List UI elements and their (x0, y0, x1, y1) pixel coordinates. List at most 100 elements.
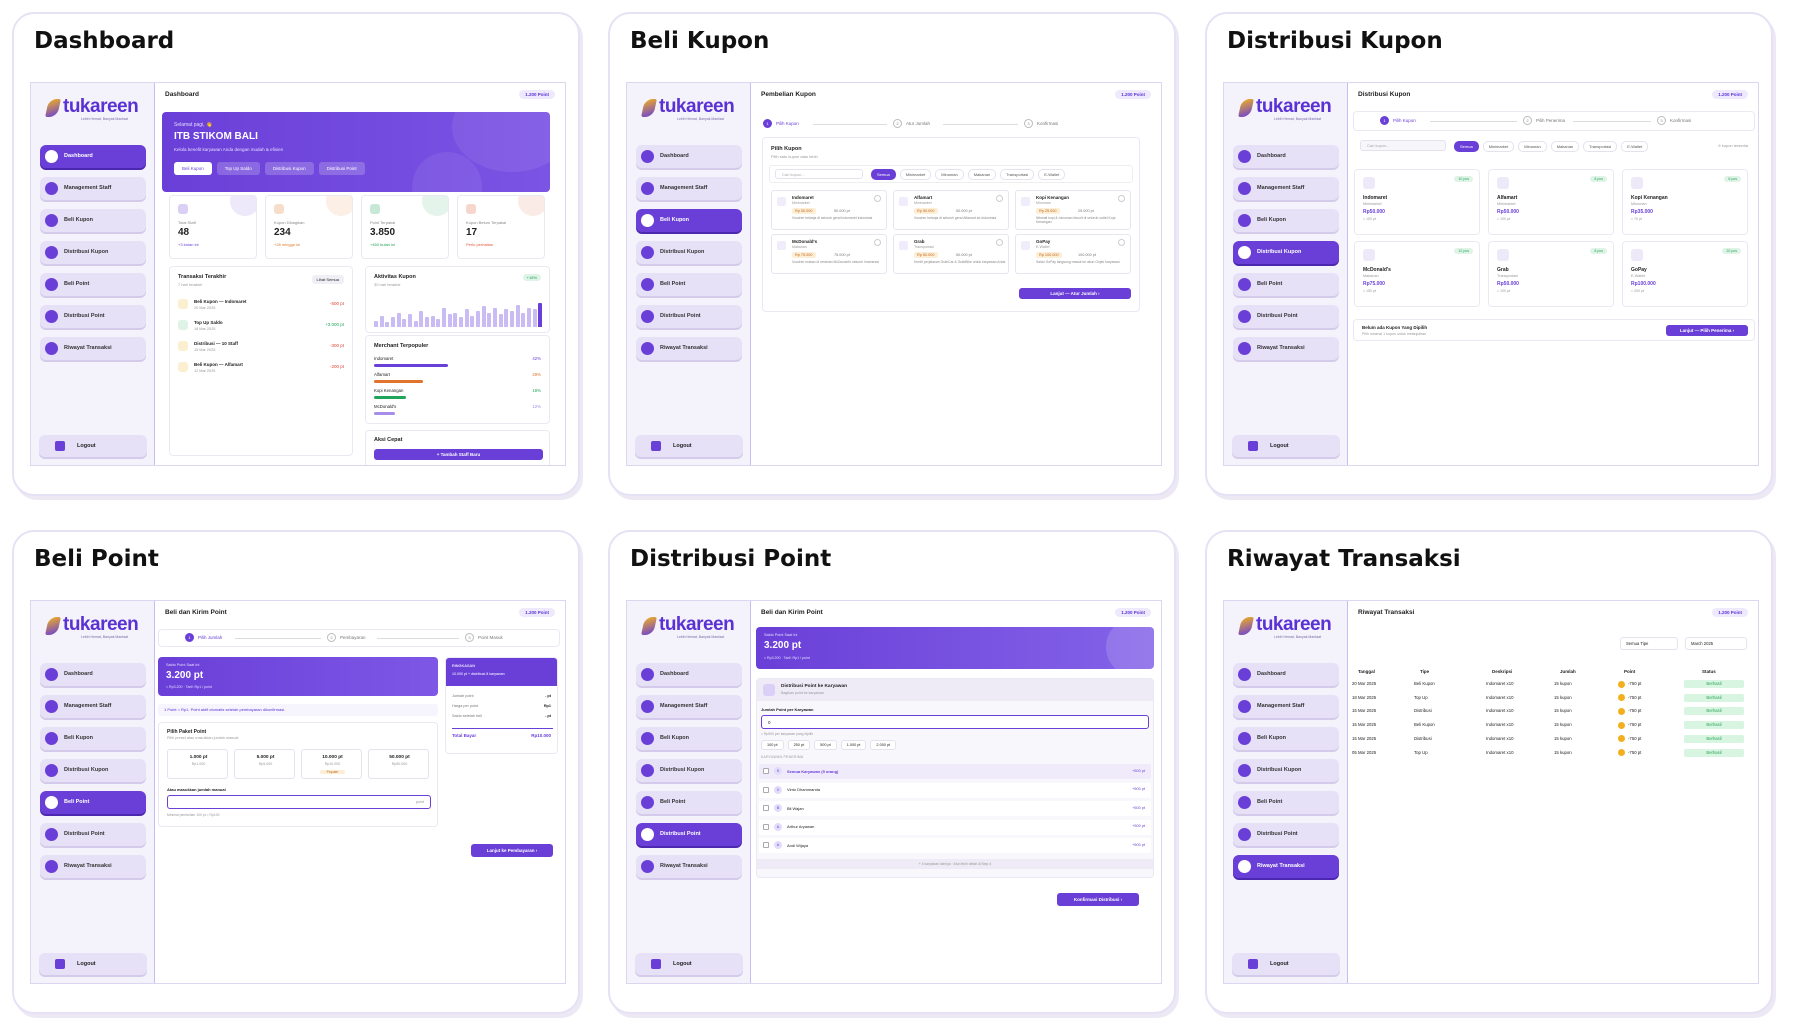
menu-item[interactable]: Distribusi Point (636, 305, 742, 328)
logout-button[interactable]: Logout (1232, 435, 1340, 457)
filter-chip[interactable]: E-Wallet (1621, 141, 1649, 152)
coupon-item[interactable]: 12 pcs McDonald's Makanan Rp75.000 ≈ 150 pt (1354, 241, 1480, 307)
menu-item[interactable]: Distribusi Kupon (1233, 759, 1339, 782)
menu-item[interactable]: Beli Point (40, 273, 146, 296)
menu-item[interactable]: Management Staff (40, 177, 146, 200)
hero-button[interactable]: Top Up Saldo (216, 162, 260, 175)
menu-item[interactable]: Distribusi Kupon (636, 241, 742, 264)
coupon-item[interactable]: 8 pcs Grab Transportasi Rp50.000 ≈ 100 pt (1488, 241, 1614, 307)
hero-button[interactable]: Distribusi Kupon (264, 162, 314, 175)
filter-chip[interactable]: Minuman (1518, 141, 1547, 152)
menu-item[interactable]: Beli Kupon (1233, 209, 1339, 232)
package-option[interactable]: 10.000 pt Rp10.000 Populer (301, 749, 362, 779)
coupon-item[interactable]: Indomaret Minimarket Rp 50.000 50.000 pt Vou… (771, 190, 887, 230)
search-input[interactable]: Cari kupon... (775, 169, 863, 179)
menu-item[interactable]: Riwayat Transaksi (1233, 855, 1339, 878)
filter-chip[interactable]: Makanan (1550, 141, 1580, 152)
menu-item[interactable]: Beli Kupon (40, 209, 146, 232)
menu-item[interactable]: Riwayat Transaksi (40, 855, 146, 878)
logout-button[interactable]: Logout (39, 953, 147, 975)
filter-chip[interactable]: Semua (871, 169, 896, 180)
filter-chip[interactable]: Semua (1454, 141, 1479, 152)
preset-chip[interactable]: 1.000 pt (840, 740, 867, 750)
preset-chip[interactable]: 500 pt (814, 740, 837, 750)
employee-row[interactable]: B Bli Wajan +500 pt (759, 801, 1151, 816)
filter-chip[interactable]: Transportasi (1583, 141, 1618, 152)
logout-button[interactable]: Logout (635, 435, 743, 457)
menu-item[interactable]: Distribusi Point (1233, 305, 1339, 328)
menu-item[interactable]: Beli Kupon (636, 209, 742, 232)
filter-chip[interactable]: Transportasi (1000, 169, 1035, 180)
menu-item[interactable]: Beli Point (636, 273, 742, 296)
coupon-item[interactable]: Grab Transportasi Rp 50.000 50.000 pt Kredit… (893, 234, 1009, 274)
coupon-item[interactable]: 8 pcs Alfamart Minimarket Rp50.000 ≈ 100 pt (1488, 169, 1614, 235)
menu-item[interactable]: Distribusi Kupon (40, 241, 146, 264)
menu-item[interactable]: Dashboard (40, 145, 146, 168)
menu-item[interactable]: Distribusi Kupon (636, 759, 742, 782)
menu-item[interactable]: Beli Point (1233, 273, 1339, 296)
preset-chip[interactable]: 100 pt (761, 740, 784, 750)
button[interactable]: + Tambah Staff Baru (374, 449, 543, 460)
menu-item[interactable]: Beli Kupon (1233, 727, 1339, 750)
logout-button[interactable]: Logout (1232, 953, 1340, 975)
employee-row[interactable]: A Andi Wijaya +500 pt (759, 838, 1151, 853)
logout-button[interactable]: Logout (39, 435, 147, 457)
menu-item[interactable]: Management Staff (40, 695, 146, 718)
link-button[interactable]: Lihat Semua (311, 275, 344, 284)
menu-item[interactable]: Management Staff (636, 177, 742, 200)
menu-item[interactable]: Distribusi Kupon (40, 759, 146, 782)
button[interactable]: Konfirmasi Distribusi › (1057, 893, 1139, 906)
filter-chip[interactable]: E-Wallet (1038, 169, 1066, 180)
menu-item[interactable]: Management Staff (1233, 695, 1339, 718)
button[interactable]: Lanjut — Pilih Penerima › (1666, 325, 1748, 336)
filter-select[interactable]: Semua Tipe (1620, 637, 1678, 650)
points-input[interactable]: 0 (761, 715, 1149, 729)
employee-row[interactable]: V Vinto Dhammanda +500 pt (759, 782, 1151, 798)
coupon-item[interactable]: McDonald's Makanan Rp 75.000 75.000 pt Vouch… (771, 234, 887, 274)
menu-item[interactable]: Riwayat Transaksi (636, 855, 742, 878)
menu-item[interactable]: Management Staff (636, 695, 742, 718)
filter-chip[interactable]: Makanan (967, 169, 997, 180)
menu-item[interactable]: Beli Kupon (636, 727, 742, 750)
filter-chip[interactable]: Minimarket (1482, 141, 1515, 152)
menu-item[interactable]: Beli Point (40, 791, 146, 814)
filter-chip[interactable]: Minuman (935, 169, 964, 180)
employee-row[interactable]: A Arthur Aryawan +500 pt (759, 819, 1151, 835)
menu-item[interactable]: Beli Point (636, 791, 742, 814)
coupon-item[interactable]: Kopi Kenangan Minuman Rp 25.000 25.000 pt Ni… (1015, 190, 1131, 230)
menu-item[interactable]: Dashboard (40, 663, 146, 686)
filter-select[interactable]: March 2025 (1685, 637, 1747, 650)
menu-item[interactable]: Dashboard (636, 663, 742, 686)
coupon-item[interactable]: 6 pcs Kopi Kenangan Minuman Rp35.000 ≈ 70 pt (1622, 169, 1748, 235)
coupon-item[interactable]: 20 pcs GoPay E-Wallet Rp100.000 ≈ 200 pt (1622, 241, 1748, 307)
logout-button[interactable]: Logout (635, 953, 743, 975)
button[interactable]: Lanjut ke Pembayaran › (471, 844, 553, 857)
coupon-item[interactable]: GoPay E-Wallet Rp 100.000 100.000 pt Saldo G… (1015, 234, 1131, 274)
menu-item[interactable]: Riwayat Transaksi (1233, 337, 1339, 360)
menu-item[interactable]: Dashboard (636, 145, 742, 168)
preset-chip[interactable]: 250 pt (787, 740, 811, 750)
menu-item[interactable]: Beli Kupon (40, 727, 146, 750)
menu-item[interactable]: Riwayat Transaksi (636, 337, 742, 360)
package-option[interactable]: 5.000 pt Rp5.000 (234, 749, 295, 779)
menu-item[interactable]: Management Staff (1233, 177, 1339, 200)
hero-button[interactable]: Beli Kupon (174, 162, 212, 175)
package-option[interactable]: 50.000 pt Rp50.000 (368, 749, 429, 779)
filter-chip[interactable]: Minimarket (899, 169, 932, 180)
menu-item[interactable]: Distribusi Point (40, 823, 146, 846)
hero-button[interactable]: Distribusi Point (318, 162, 365, 175)
menu-item[interactable]: Dashboard (1233, 145, 1339, 168)
menu-item[interactable]: Distribusi Kupon (1233, 241, 1339, 264)
manual-input[interactable]: point (167, 795, 431, 809)
menu-item[interactable]: Beli Point (1233, 791, 1339, 814)
menu-item[interactable]: Riwayat Transaksi (40, 337, 146, 360)
coupon-item[interactable]: 10 pcs Indomaret Minimarket Rp50.000 ≈ 100 p… (1354, 169, 1480, 235)
menu-item[interactable]: Dashboard (1233, 663, 1339, 686)
employee-row[interactable]: S Semua Karyawan (5 orang) +500 pt (759, 764, 1151, 779)
menu-item[interactable]: Distribusi Point (1233, 823, 1339, 846)
preset-chip[interactable]: 2.000 pt (870, 740, 897, 750)
menu-item[interactable]: Distribusi Point (636, 823, 742, 846)
package-option[interactable]: 1.000 pt Rp1.000 (167, 749, 228, 779)
menu-item[interactable]: Distribusi Point (40, 305, 146, 328)
coupon-item[interactable]: Alfamart Minimarket Rp 50.000 50.000 pt Vouc… (893, 190, 1009, 230)
